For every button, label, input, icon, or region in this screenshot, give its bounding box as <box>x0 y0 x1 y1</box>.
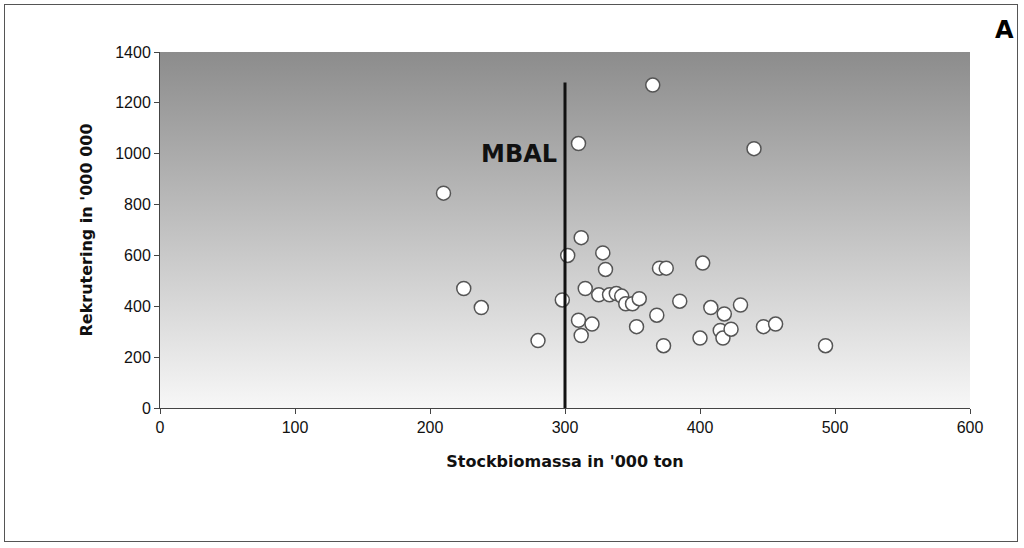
svg-text:100: 100 <box>282 419 309 436</box>
svg-text:Stockbiomassa in '000 ton: Stockbiomassa in '000 ton <box>446 452 683 471</box>
svg-text:800: 800 <box>124 196 151 213</box>
svg-text:Rekrutering in '000 000: Rekrutering in '000 000 <box>77 123 96 336</box>
svg-text:1200: 1200 <box>115 94 151 111</box>
svg-text:300: 300 <box>552 419 579 436</box>
svg-text:MBAL: MBAL <box>481 140 557 168</box>
svg-text:A: A <box>995 16 1014 44</box>
svg-text:500: 500 <box>822 419 849 436</box>
svg-text:200: 200 <box>417 419 444 436</box>
svg-text:400: 400 <box>687 419 714 436</box>
svg-text:600: 600 <box>957 419 984 436</box>
svg-text:200: 200 <box>124 349 151 366</box>
svg-text:400: 400 <box>124 298 151 315</box>
svg-text:0: 0 <box>142 400 151 417</box>
svg-text:600: 600 <box>124 247 151 264</box>
svg-text:0: 0 <box>156 419 165 436</box>
svg-text:1000: 1000 <box>115 145 151 162</box>
svg-text:1400: 1400 <box>115 44 151 61</box>
